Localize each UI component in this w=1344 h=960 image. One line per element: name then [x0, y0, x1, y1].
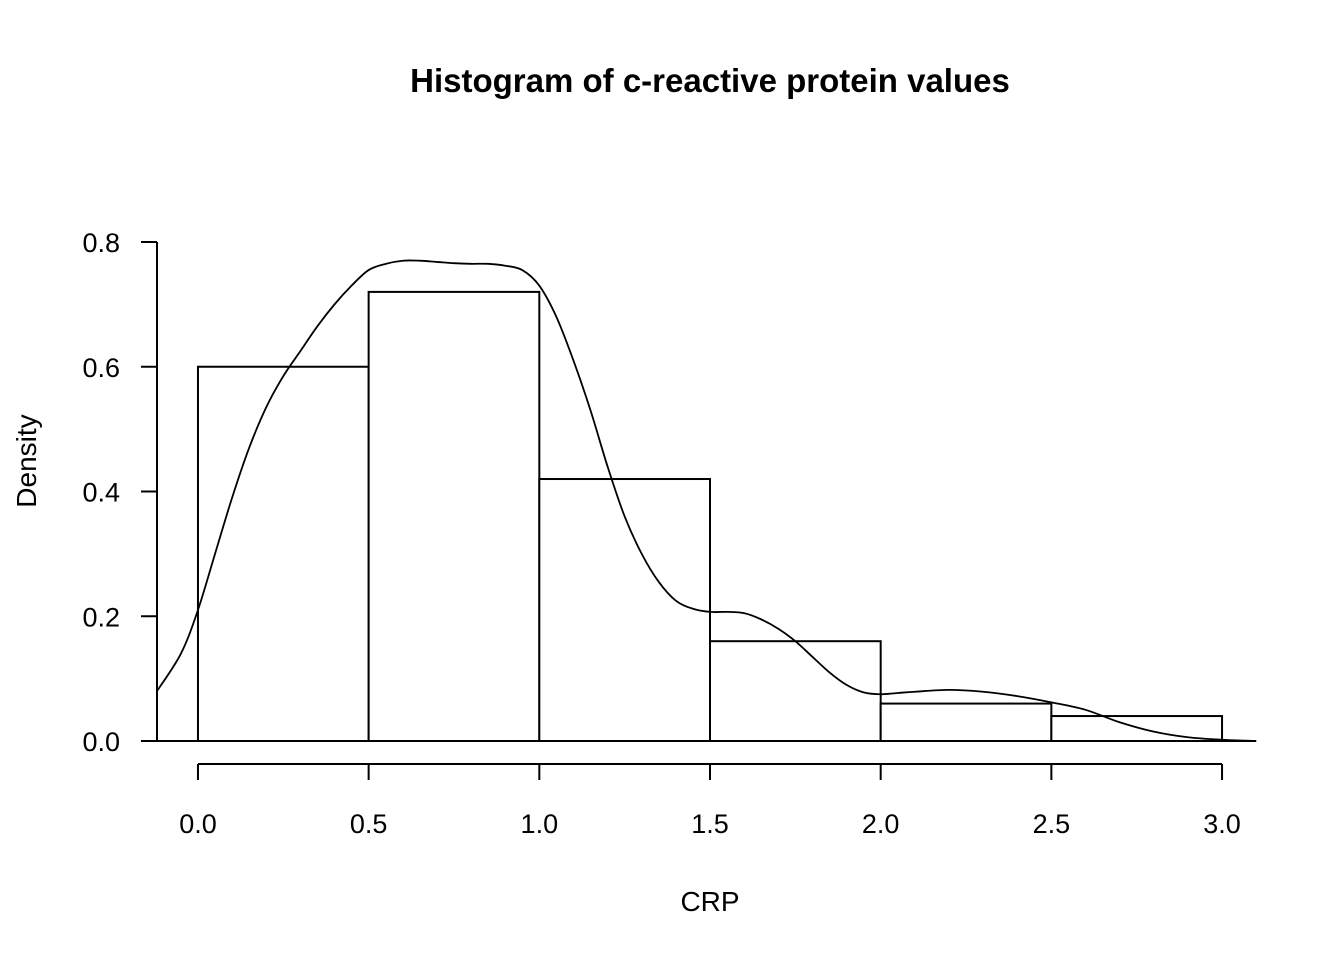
x-tick-label-2: 1.0 [521, 809, 559, 839]
histogram-bar-3 [710, 641, 881, 741]
histogram-bar-4 [881, 704, 1052, 741]
chart-title: Histogram of c-reactive protein values [410, 62, 1010, 99]
x-tick-label-1: 0.5 [350, 809, 388, 839]
x-tick-label-6: 3.0 [1203, 809, 1241, 839]
y-axis: 0.0 0.2 0.4 0.6 0.8 [82, 228, 157, 757]
y-tick-label-3: 0.6 [82, 353, 120, 383]
histogram-bars [198, 292, 1222, 741]
y-tick-label-4: 0.8 [82, 228, 120, 258]
x-tick-label-4: 2.0 [862, 809, 900, 839]
y-tick-label-0: 0.0 [82, 727, 120, 757]
x-axis: 0.0 0.5 1.0 1.5 2.0 2.5 3.0 [179, 764, 1241, 839]
x-tick-label-5: 2.5 [1033, 809, 1071, 839]
x-tick-label-0: 0.0 [179, 809, 217, 839]
y-tick-label-2: 0.4 [82, 478, 120, 508]
x-axis-label: CRP [680, 886, 739, 917]
histogram-bar-0 [198, 367, 369, 741]
histogram-bar-1 [369, 292, 540, 741]
x-tick-label-3: 1.5 [691, 809, 729, 839]
y-axis-label: Density [11, 414, 42, 507]
y-tick-label-1: 0.2 [82, 602, 120, 632]
